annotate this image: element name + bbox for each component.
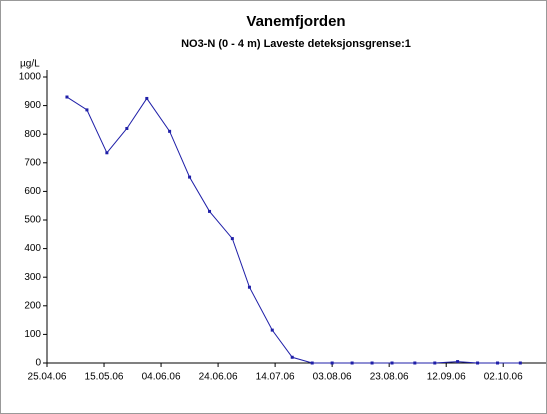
x-tick-label: 12.09.06	[427, 372, 466, 383]
data-point	[476, 361, 480, 365]
data-point	[270, 328, 274, 332]
data-point	[168, 129, 172, 133]
y-tick-label: 1000	[19, 72, 42, 83]
chart-title: Vanemfjorden	[246, 13, 345, 30]
data-point	[105, 151, 109, 155]
x-tick-label: 03.08.06	[313, 372, 352, 383]
y-tick-label: 200	[24, 300, 41, 311]
x-tick-label: 14.07.06	[256, 372, 295, 383]
data-point	[433, 361, 437, 365]
data-point	[290, 355, 294, 359]
data-point	[125, 126, 129, 130]
x-tick-label: 24.06.06	[199, 372, 238, 383]
y-tick-label: 700	[24, 157, 41, 168]
x-tick-label: 02.10.06	[484, 372, 523, 383]
data-point	[496, 361, 500, 365]
x-tick-label: 04.06.06	[142, 372, 181, 383]
y-tick-label: 0	[35, 358, 41, 369]
data-point	[390, 361, 394, 365]
y-tick-label: 500	[24, 215, 41, 226]
y-tick-label: 800	[24, 129, 41, 140]
data-point	[230, 237, 234, 241]
y-tick-label: 400	[24, 243, 41, 254]
data-point	[413, 361, 417, 365]
data-point	[85, 108, 89, 112]
data-point	[247, 285, 251, 289]
data-point	[145, 96, 149, 100]
data-point	[518, 361, 522, 365]
chart-subtitle: NO3-N (0 - 4 m) Laveste deteksjonsgrense…	[181, 38, 411, 50]
data-point	[330, 361, 334, 365]
x-tick-label: 23.08.06	[370, 372, 409, 383]
data-point	[188, 175, 192, 179]
x-tick-label: 25.04.06	[28, 372, 67, 383]
data-point	[65, 95, 69, 99]
data-point	[310, 361, 314, 365]
x-tick-label: 15.05.06	[85, 372, 124, 383]
y-tick-label: 600	[24, 186, 41, 197]
data-point	[208, 209, 212, 213]
y-tick-label: 900	[24, 100, 41, 111]
data-point	[350, 361, 354, 365]
y-axis-label: µg/L	[20, 59, 40, 70]
y-tick-label: 100	[24, 329, 41, 340]
y-tick-label: 300	[24, 272, 41, 283]
data-point	[370, 361, 374, 365]
data-point	[456, 360, 460, 364]
